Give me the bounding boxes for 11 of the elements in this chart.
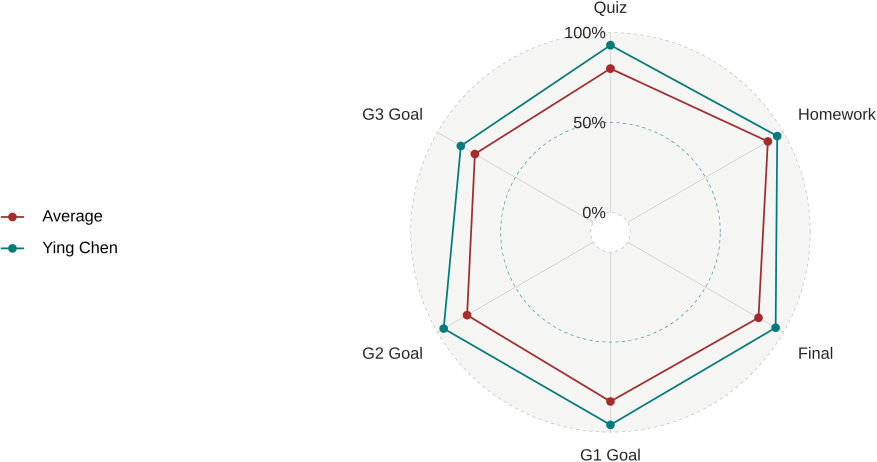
y-tick-label: 50%: [574, 116, 606, 128]
legend-label: Average: [42, 210, 102, 225]
spoke-label: G1 Goal: [580, 448, 640, 461]
spoke-label: Final: [799, 347, 832, 360]
spoke-label: Homework: [799, 108, 876, 120]
y-tick-label: 100%: [565, 26, 606, 38]
legend-label: Ying Chen: [42, 241, 117, 257]
spoke-label: G3 Goal: [363, 108, 422, 120]
spoke-label: Quiz: [594, 1, 626, 16]
spoke-label: G2 Goal: [363, 347, 422, 360]
y-tick-label: 0%: [582, 206, 606, 218]
